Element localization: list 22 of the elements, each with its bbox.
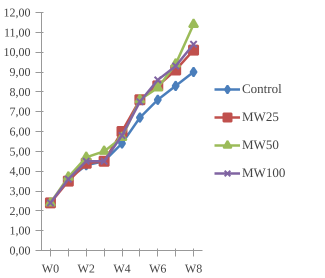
legend-label: Control xyxy=(242,81,282,97)
legend-label: MW50 xyxy=(242,137,279,153)
x-tick-label: W2 xyxy=(78,262,95,276)
x-tick-label: W8 xyxy=(184,262,202,276)
y-tick-label: 2,00 xyxy=(10,204,30,218)
y-tick-label: 5,00 xyxy=(10,144,30,158)
y-tick-label: 12,00 xyxy=(4,6,30,20)
x-tick-label: W6 xyxy=(149,262,166,276)
x-tick-label: W4 xyxy=(113,262,131,276)
y-tick-label: 0,00 xyxy=(10,244,30,258)
x-tick-label: W0 xyxy=(42,262,60,276)
y-tick-label: 6,00 xyxy=(10,124,30,138)
y-tick-label: 11,00 xyxy=(4,25,31,40)
y-tick-label: 4,00 xyxy=(10,164,30,178)
y-tick-label: 3,00 xyxy=(10,184,30,198)
y-tick-label: 10,00 xyxy=(4,45,30,60)
y-tick-label: 8,00 xyxy=(10,84,30,99)
legend-label: MW25 xyxy=(242,109,279,125)
y-tick-label: 7,00 xyxy=(10,104,30,119)
legend-label: MW100 xyxy=(242,165,286,181)
y-tick-label: 1,00 xyxy=(10,224,30,238)
y-tick-label: 9,00 xyxy=(10,65,30,79)
